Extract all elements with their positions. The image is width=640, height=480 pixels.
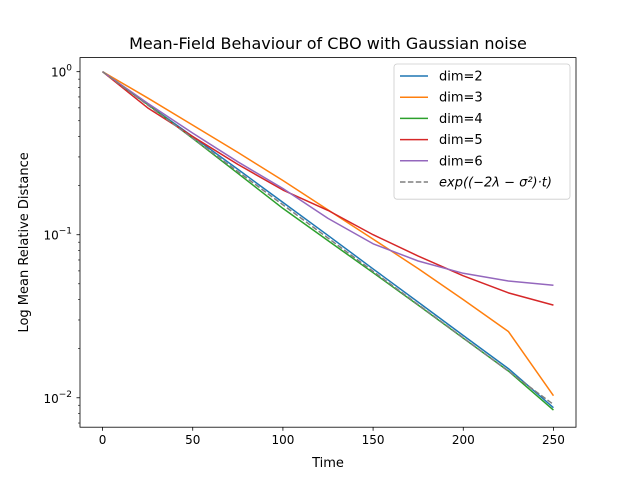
tick-layer: 0 50 100 150 200 250 10−2 10−1 100 xyxy=(43,64,564,448)
x-tick-label: 150 xyxy=(362,433,385,447)
y-axis-label: Log Mean Relative Distance xyxy=(17,152,32,332)
x-tick-label: 100 xyxy=(271,433,294,447)
x-tick-label: 250 xyxy=(542,433,565,447)
series-line xyxy=(102,71,554,406)
axes-frame xyxy=(79,57,577,428)
y-tick-label: 100 xyxy=(51,64,72,80)
legend-label: dim=2 xyxy=(439,70,483,85)
y-tick-label: 10−1 xyxy=(43,227,72,243)
legend-label: dim=6 xyxy=(439,154,483,169)
y-tick-label: 10−2 xyxy=(43,390,72,406)
series-layer xyxy=(102,71,555,411)
x-axis-label: Time xyxy=(311,456,344,471)
legend-label: exp((−2λ − σ²)·t) xyxy=(439,176,552,191)
legend-label: dim=4 xyxy=(439,112,483,127)
x-tick-label: 200 xyxy=(452,433,475,447)
legend: dim=2 dim=3 dim=4 dim=5 dim=6 exp((−2λ − σ²)·… xyxy=(393,63,571,200)
x-tick-label: 0 xyxy=(99,433,107,447)
series-line xyxy=(102,71,554,306)
chart-title: Mean-Field Behaviour of CBO with Gaussia… xyxy=(129,34,527,53)
legend-label: dim=5 xyxy=(439,133,483,148)
x-tick-label: 50 xyxy=(185,433,200,447)
legend-box xyxy=(393,63,571,200)
series-line xyxy=(102,71,554,409)
series-line xyxy=(102,71,554,286)
legend-label: dim=3 xyxy=(439,91,483,106)
